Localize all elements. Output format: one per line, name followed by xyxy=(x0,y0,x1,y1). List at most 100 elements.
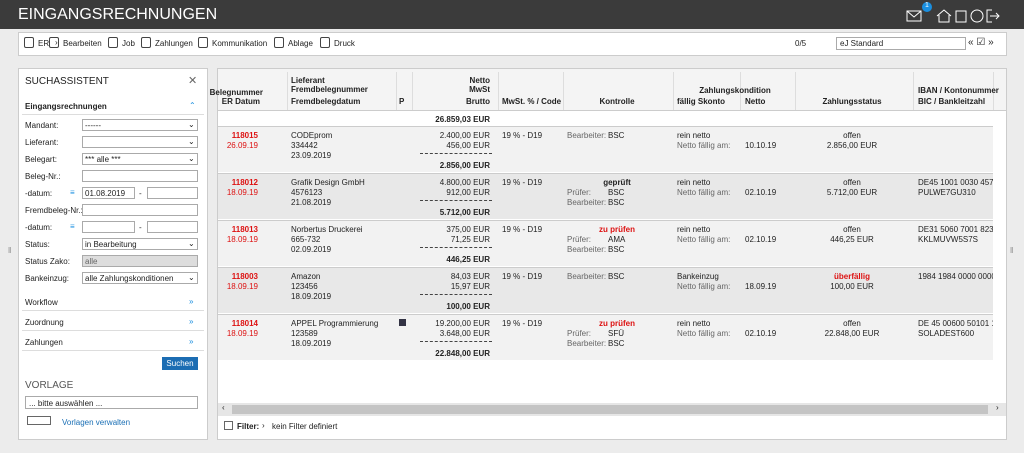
org-icon[interactable] xyxy=(955,10,967,23)
col-line xyxy=(396,72,397,110)
help-icon[interactable] xyxy=(970,9,984,23)
expand: » xyxy=(189,297,194,306)
check-role: Prüfer: xyxy=(567,235,592,244)
scroll-thumb[interactable] xyxy=(232,405,988,414)
field-value: in Bearbeitung xyxy=(85,240,137,249)
input[interactable] xyxy=(82,238,198,250)
date-input[interactable] xyxy=(147,221,198,233)
terms: rein netto xyxy=(677,178,711,187)
section[interactable]: Workflow xyxy=(25,298,58,307)
col-line xyxy=(795,72,796,110)
check-name: BSC xyxy=(608,188,625,197)
dropdown-arrow: ⌄ xyxy=(188,137,195,146)
template-select[interactable] xyxy=(25,396,198,409)
vat-code: 19 % - D19 xyxy=(502,178,543,187)
toolbar-item[interactable]: Job xyxy=(122,39,135,48)
toolbar-item[interactable]: Zahlungen xyxy=(155,39,193,48)
toolbar-item[interactable]: Kommunikation xyxy=(212,39,268,48)
template-value: ... bitte auswählen ... xyxy=(29,399,103,408)
attachment-icon[interactable] xyxy=(399,319,406,326)
dropdown-arrow: ⌄ xyxy=(188,120,195,129)
col-line xyxy=(287,72,288,110)
date-input[interactable] xyxy=(147,187,198,199)
toolbar-item[interactable]: Bearbeiten xyxy=(63,39,102,48)
doc-number: 118014 xyxy=(231,319,258,328)
field-label: Belegart: xyxy=(25,155,58,164)
home-icon[interactable] xyxy=(936,9,952,23)
date-input[interactable] xyxy=(82,187,135,199)
search-button[interactable] xyxy=(162,357,198,370)
header: P xyxy=(399,97,405,106)
chevron[interactable]: ⌃ xyxy=(189,101,196,110)
iban: DE45 1001 0030 4576 1 xyxy=(918,178,993,187)
vat-code: 19 % - D19 xyxy=(502,319,543,328)
mail-icon[interactable] xyxy=(906,10,922,22)
expand: » xyxy=(189,317,194,326)
section[interactable]: Zuordnung xyxy=(25,318,64,327)
terms: Bankeinzug xyxy=(677,272,719,281)
list-icon[interactable]: ≡ xyxy=(70,188,75,197)
input[interactable] xyxy=(82,204,198,216)
vat-code: 19 % - D19 xyxy=(502,272,543,281)
gross: 100,00 EUR xyxy=(446,302,490,311)
sep xyxy=(22,114,204,115)
gross: 5.712,00 EUR xyxy=(439,208,490,217)
view-value: eJ Standard xyxy=(840,39,884,48)
toolbar-item[interactable]: Ablage xyxy=(288,39,313,48)
net: 2.400,00 EUR xyxy=(439,131,490,140)
vat-code: 19 % - D19 xyxy=(502,131,543,140)
ref-date: 21.08.2019 xyxy=(291,198,332,207)
control: zu prüfen xyxy=(599,225,635,234)
logout-icon[interactable] xyxy=(986,9,1000,23)
toolbar-item[interactable]: ER xyxy=(38,39,50,48)
counter: 0/5 xyxy=(795,39,807,48)
input[interactable] xyxy=(82,170,198,182)
ref-date: 18.09.2019 xyxy=(291,339,332,348)
vat: 71,25 EUR xyxy=(450,235,490,244)
input[interactable] xyxy=(82,255,198,267)
date-input[interactable] xyxy=(82,221,135,233)
panel-title: SUCHASSISTENT xyxy=(25,76,109,87)
sum-line xyxy=(420,200,492,201)
search-button-label: Suchen xyxy=(166,359,194,368)
col-line xyxy=(673,72,674,110)
view-select[interactable] xyxy=(836,37,966,50)
header: Netto xyxy=(469,76,490,85)
net: 84,03 EUR xyxy=(450,272,490,281)
manage-link[interactable]: Vorlagen verwalten xyxy=(62,418,131,427)
expand: » xyxy=(189,337,194,346)
input[interactable] xyxy=(82,153,198,165)
template-icons xyxy=(27,416,51,425)
pay-status: offen xyxy=(843,319,861,328)
supplier: Norbertus Druckerei xyxy=(291,225,363,234)
filter-check[interactable] xyxy=(224,421,233,430)
list-icon[interactable]: ≡ xyxy=(70,222,75,231)
toolbar-nav[interactable]: « ☑ » xyxy=(968,37,994,48)
doc-number: 118013 xyxy=(231,225,258,234)
scroll-left[interactable]: ‹ xyxy=(222,403,225,412)
dropdown-arrow: ⌄ xyxy=(188,154,195,163)
close[interactable]: ✕ xyxy=(188,75,198,87)
section-title: Eingangsrechnungen xyxy=(25,102,107,111)
input[interactable] xyxy=(82,272,198,284)
toolbar-item[interactable]: Druck xyxy=(334,39,355,48)
ref: 123589 xyxy=(291,329,318,338)
section[interactable]: Zahlungen xyxy=(25,338,63,347)
supplier: Grafik Design GmbH xyxy=(291,178,365,187)
input[interactable] xyxy=(82,119,198,131)
scroll-right[interactable]: › xyxy=(996,403,999,412)
left-handle[interactable]: ‖ xyxy=(8,246,12,255)
check-name: BSC xyxy=(608,198,625,207)
toolbar-icon xyxy=(198,37,208,48)
pay-status: überfällig xyxy=(833,272,870,281)
col-line xyxy=(993,72,994,110)
right-handle[interactable]: ‖ xyxy=(1010,246,1014,255)
ref-date: 23.09.2019 xyxy=(291,151,332,160)
check-role: Bearbeiter: xyxy=(567,198,607,207)
check-role: Bearbeiter: xyxy=(567,245,607,254)
header-icons xyxy=(906,2,1000,23)
input[interactable] xyxy=(82,136,198,148)
sum-line xyxy=(420,247,492,248)
check-name: SFÜ xyxy=(608,329,624,338)
